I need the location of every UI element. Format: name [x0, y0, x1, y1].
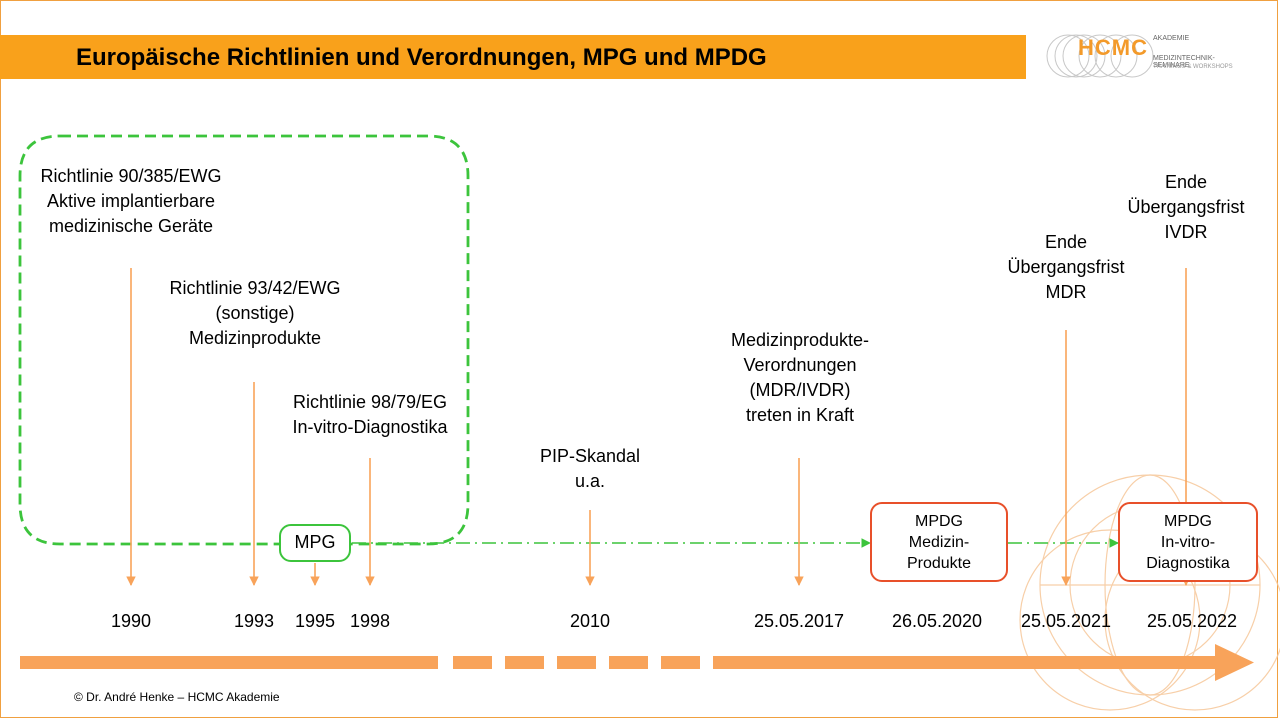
- logo-brand: HCMC: [1078, 35, 1148, 60]
- year-1998: 1998: [349, 611, 391, 631]
- mpdg-mp-line1: MPDG: [915, 513, 963, 530]
- mdr-ivdr-line3: (MDR/IVDR): [749, 380, 851, 400]
- end-mdr-line1: Ende: [1044, 232, 1088, 252]
- mpdg-medizinprodukte-box: MPDG Medizin- Produkte: [870, 502, 1008, 582]
- pip-line2: u.a.: [574, 471, 606, 491]
- mpdg-ivd-line1: MPDG: [1164, 513, 1212, 530]
- label-aimdd: Richtlinie 90/385/EWG Aktive implantierb…: [22, 164, 240, 239]
- mdd-line3: Medizinprodukte: [188, 328, 322, 348]
- ivdd-line2: In-vitro-Diagnostika: [292, 417, 448, 437]
- label-pip: PIP-Skandal u.a.: [520, 444, 660, 494]
- mpdg-mp-line3: Produkte: [906, 555, 972, 572]
- aimdd-line2: Aktive implantierbare: [46, 191, 216, 211]
- timeline-arrow: [20, 644, 1254, 681]
- year-1990: 1990: [110, 611, 152, 631]
- pip-line1: PIP-Skandal: [539, 446, 641, 466]
- year-1993: 1993: [233, 611, 275, 631]
- year-2010: 2010: [569, 611, 611, 631]
- mdr-ivdr-line1: Medizinprodukte-: [730, 330, 870, 350]
- eu-directives-frame: [18, 134, 470, 546]
- logo-circles-icon: [1046, 34, 1154, 78]
- end-ivdr-line1: Ende: [1164, 172, 1208, 192]
- end-mdr-line2: Übergangsfrist: [1007, 257, 1125, 277]
- date-2022: 25.05.2022: [1146, 611, 1238, 631]
- label-mdd: Richtlinie 93/42/EWG (sonstige) Medizinp…: [146, 276, 364, 351]
- mdr-ivdr-line2: Verordnungen: [743, 355, 857, 375]
- label-ivdd: Richtlinie 98/79/EG In-vitro-Diagnostika: [270, 390, 470, 440]
- mpdg-ivd-line3: Diagnostika: [1146, 555, 1230, 572]
- date-2017: 25.05.2017: [753, 611, 845, 631]
- aimdd-line3: medizinische Geräte: [48, 216, 214, 236]
- footer-copyright: © Dr. André Henke – HCMC Akademie: [74, 690, 280, 704]
- logo-line1: AKADEMIE: [1153, 35, 1190, 42]
- mdd-line2: (sonstige): [215, 303, 295, 323]
- end-ivdr-line3: IVDR: [1164, 222, 1208, 242]
- logo-line3: TRAININGS & WORKSHOPS: [1153, 64, 1233, 70]
- date-2021: 25.05.2021: [1020, 611, 1112, 631]
- label-mdr-ivdr: Medizinprodukte- Verordnungen (MDR/IVDR)…: [708, 328, 892, 428]
- mpdg-ivd-box: MPDG In-vitro- Diagnostika: [1118, 502, 1258, 582]
- label-end-ivdr: Ende Übergangsfrist IVDR: [1111, 170, 1261, 245]
- page-title: Europäische Richtlinien und Verordnungen…: [76, 44, 767, 71]
- mpg-box: MPG: [279, 524, 351, 562]
- mdd-line1: Richtlinie 93/42/EWG: [169, 278, 341, 298]
- ivdd-line1: Richtlinie 98/79/EG: [292, 392, 448, 412]
- year-1995: 1995: [294, 611, 336, 631]
- mpg-label: MPG: [294, 532, 336, 552]
- mdr-ivdr-line4: treten in Kraft: [745, 405, 855, 425]
- aimdd-line1: Richtlinie 90/385/EWG: [40, 166, 222, 186]
- label-end-mdr: Ende Übergangsfrist MDR: [991, 230, 1141, 305]
- end-ivdr-line2: Übergangsfrist: [1127, 197, 1245, 217]
- logo-line2: MEDIZINTECHNIK-SEMINARE: [1153, 55, 1215, 69]
- mpdg-ivd-line2: In-vitro-: [1160, 534, 1216, 551]
- date-2020: 26.05.2020: [891, 611, 983, 631]
- mpdg-mp-line2: Medizin-: [908, 534, 970, 551]
- hcmc-logo: HCMC AKADEMIE MEDIZINTECHNIK-SEMINARE TR…: [1040, 32, 1250, 80]
- title-bar: [0, 35, 1026, 79]
- end-mdr-line3: MDR: [1045, 282, 1087, 302]
